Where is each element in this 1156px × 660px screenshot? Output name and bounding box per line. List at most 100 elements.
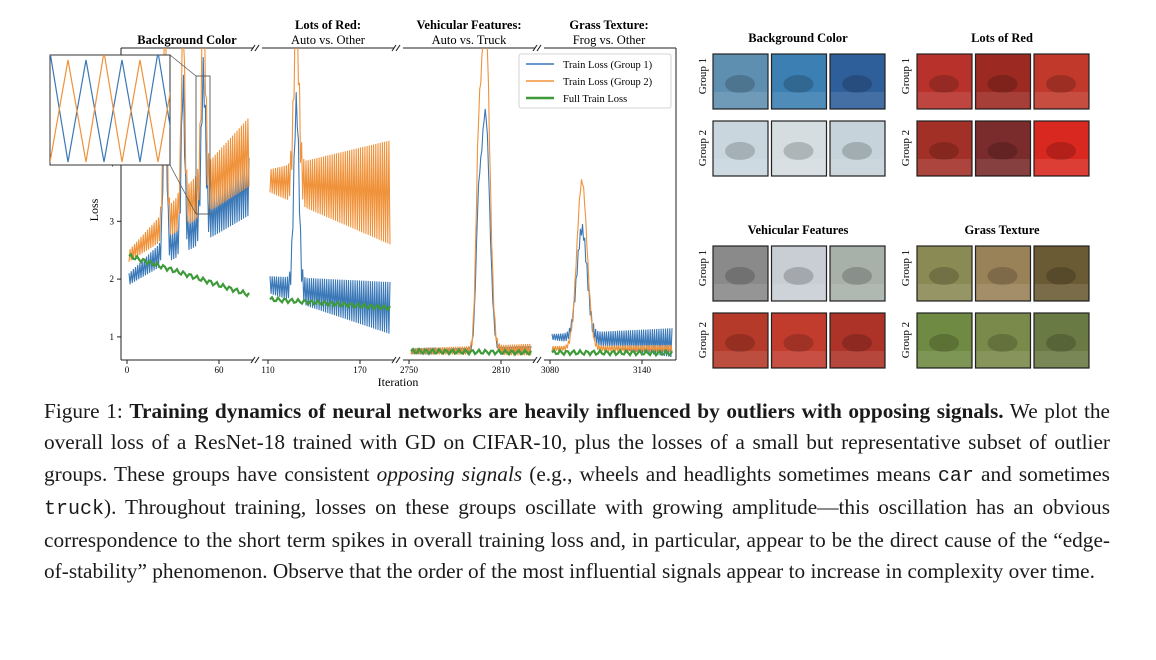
inset-lines	[50, 55, 170, 163]
thumbnail-image	[1033, 120, 1090, 177]
y-tick-label: 1	[110, 332, 115, 342]
x-tick-label: 170	[353, 365, 367, 375]
thumbnail-ground	[1035, 92, 1088, 108]
thumbnail-ground	[831, 159, 884, 175]
thumbnail-image	[974, 53, 1032, 110]
thumbnail-subject	[929, 75, 959, 93]
thumbnail-subject	[987, 334, 1018, 352]
grid-title-lots-of-red: Lots of Red	[971, 31, 1033, 45]
x-tick-label: 3140	[633, 365, 652, 375]
thumbnail-image	[1033, 312, 1090, 369]
caption-emphasis: opposing signals	[376, 461, 523, 486]
thumbnail-ground	[976, 92, 1030, 108]
inset-line-group1	[50, 55, 170, 163]
panel-title-lots-of-red: Lots of Red:	[295, 18, 361, 32]
series-line-full	[551, 348, 673, 358]
legend-label-group2: Train Loss (Group 2)	[563, 77, 653, 88]
inset-zoom	[49, 54, 211, 215]
thumbnail-image	[829, 120, 886, 177]
plot-frame	[120, 47, 677, 361]
caption-text: and sometimes	[973, 461, 1110, 486]
figure-1: Background Color Lots of Red: Auto vs. O…	[49, 18, 1090, 389]
thumbnail-ground	[976, 284, 1030, 300]
thumbnail-image	[770, 245, 828, 302]
panel-subtitle-lots-of-red: Auto vs. Other	[291, 33, 366, 47]
thumbnail-ground	[976, 351, 1030, 367]
thumbnail-image	[974, 245, 1032, 302]
thumbnail-ground	[772, 92, 826, 108]
group-label: Group 2	[697, 130, 709, 166]
x-tick-label: 2750	[400, 365, 419, 375]
panel-title-background-color: Background Color	[137, 33, 237, 47]
thumbnail-subject	[842, 142, 872, 160]
y-ticks: 1234	[110, 159, 121, 342]
series-line-group2	[128, 48, 250, 262]
series-line-full	[269, 295, 391, 312]
thumbnail-image	[712, 53, 769, 110]
y-tick-label: 3	[110, 216, 115, 226]
thumbnail-ground	[772, 351, 826, 367]
thumbnail-subject	[842, 334, 872, 352]
group-label: Group 1	[697, 58, 709, 94]
grid-title-background-color: Background Color	[748, 31, 848, 45]
zoom-region-box	[195, 75, 211, 215]
thumbnail-ground	[976, 159, 1030, 175]
panel-title-vehicular-features: Vehicular Features:	[417, 18, 522, 32]
thumbnail-image	[712, 120, 769, 177]
group-label: Group 2	[900, 322, 912, 358]
caption-lead: Training dynamics of neural networks are…	[129, 399, 1004, 423]
thumbnail-ground	[831, 92, 884, 108]
panel-title-grass-texture: Grass Texture:	[569, 18, 648, 32]
x-tick-label: 3080	[541, 365, 560, 375]
series-line-group2	[269, 48, 391, 245]
x-tick-label: 0	[125, 365, 130, 375]
thumbnail-image	[770, 120, 828, 177]
group-label: Group 2	[697, 322, 709, 358]
caption-text: ). Throughout training, losses on these …	[44, 494, 1110, 584]
caption-code-truck: truck	[44, 497, 105, 521]
thumbnail-image	[916, 53, 973, 110]
series-line-full	[128, 252, 250, 298]
thumbnail-ground	[1035, 159, 1088, 175]
thumbnail-image	[770, 312, 828, 369]
group-labels: Group 1 Group 2 Group 1 Group 2 Group 1 …	[697, 58, 912, 358]
panel-subtitle-vehicular-features: Auto vs. Truck	[432, 33, 507, 47]
thumbnail-ground	[918, 92, 971, 108]
thumbnail-image	[916, 120, 973, 177]
inset-frame	[49, 54, 171, 166]
panel-subtitle-grass-texture: Frog vs. Other	[573, 33, 646, 47]
legend-label-group1: Train Loss (Group 1)	[563, 60, 653, 71]
thumbnail-image	[829, 312, 886, 369]
group-label: Group 1	[900, 250, 912, 286]
thumbnail-ground	[714, 159, 767, 175]
panel-titles: Background Color Lots of Red: Auto vs. O…	[137, 18, 648, 47]
thumbnail-subject	[783, 142, 814, 160]
thumbnail-ground	[1035, 351, 1088, 367]
axis-break-marks	[250, 44, 542, 364]
thumbnail-image	[1033, 53, 1090, 110]
series-line-group1	[269, 92, 391, 334]
thumbnail-subject	[725, 142, 755, 160]
caption-code-car: car	[937, 464, 974, 488]
x-tick-label: 110	[261, 365, 275, 375]
caption-label: Figure 1:	[44, 399, 130, 423]
thumbnail-image	[974, 120, 1032, 177]
thumbnail-ground	[1035, 284, 1088, 300]
thumbnail-ground	[714, 284, 767, 300]
legend: Train Loss (Group 1) Train Loss (Group 2…	[518, 53, 672, 109]
thumbnail-image	[974, 312, 1032, 369]
y-axis-label: Loss	[87, 198, 101, 221]
thumbnail-image	[1033, 245, 1090, 302]
thumbnail-ground	[714, 351, 767, 367]
group-label: Group 1	[900, 58, 912, 94]
thumbnail-ground	[918, 159, 971, 175]
thumbnail-ground	[831, 351, 884, 367]
thumbnail-subject	[929, 142, 959, 160]
thumbnail-subject	[1046, 267, 1076, 285]
x-tick-label: 2810	[492, 365, 511, 375]
series-line-group2	[551, 179, 673, 352]
caption-text: (e.g., wheels and headlights sometimes m…	[522, 461, 938, 486]
loss-lines	[128, 48, 673, 358]
thumbnail-subject	[725, 334, 755, 352]
grid-title-vehicular-features: Vehicular Features	[748, 223, 849, 237]
